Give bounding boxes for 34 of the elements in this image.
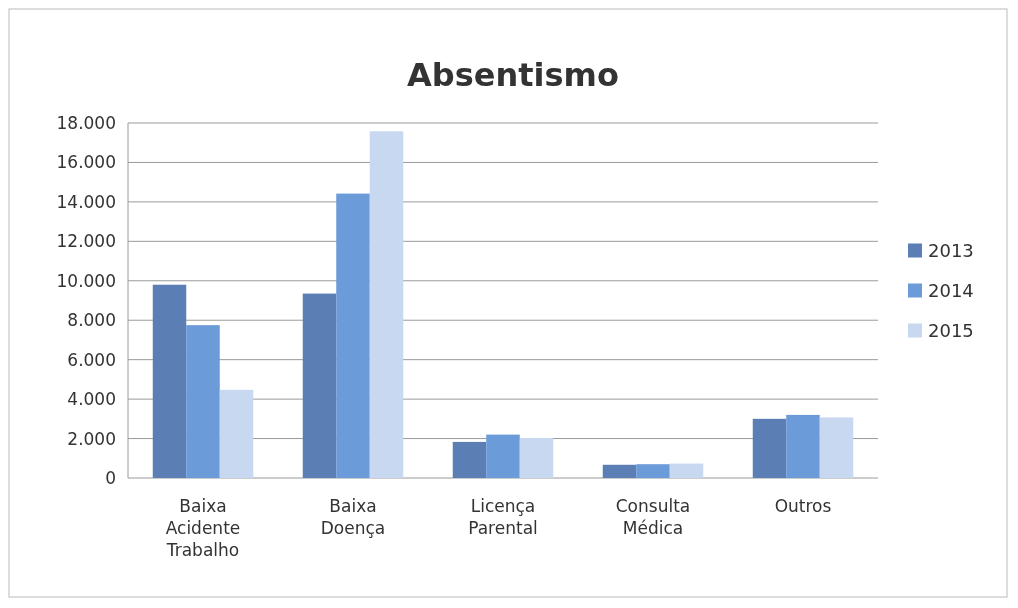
bar [186,325,220,478]
bar [636,464,670,478]
bar [519,437,554,478]
bar [486,434,520,478]
y-tick-label: 12.000 [56,231,116,252]
bar [452,441,487,478]
bar [302,293,337,478]
bar [369,131,404,478]
x-tick-label: Baixa Doença [320,495,386,538]
y-tick-label: 0 [105,467,116,488]
y-tick-label: 18.000 [56,112,116,133]
bar [602,464,637,478]
chart-title: Absentismo [407,56,619,94]
x-tick-label: Licença Parental [468,495,538,538]
x-tick-label: Consulta Médica [615,495,691,538]
legend-label: 2015 [928,319,974,341]
y-tick-label: 6.000 [67,349,116,370]
y-tick-label: 4.000 [67,389,116,410]
bar [752,418,787,478]
y-tick-label: 14.000 [56,191,116,212]
x-tick-label: Outros [774,495,832,516]
bar [152,284,187,478]
bar [219,389,254,478]
y-tick-label: 8.000 [67,310,116,331]
bar [786,414,820,478]
bar [336,193,370,478]
legend-label: 2013 [928,239,974,261]
x-tick-label: Baixa Acidente Trabalho [165,495,241,561]
legend-label: 2014 [928,279,974,301]
y-tick-label: 16.000 [56,152,116,173]
y-tick-label: 2.000 [67,428,116,449]
bar [669,463,704,478]
bar [819,417,854,478]
y-tick-label: 10.000 [56,270,116,291]
